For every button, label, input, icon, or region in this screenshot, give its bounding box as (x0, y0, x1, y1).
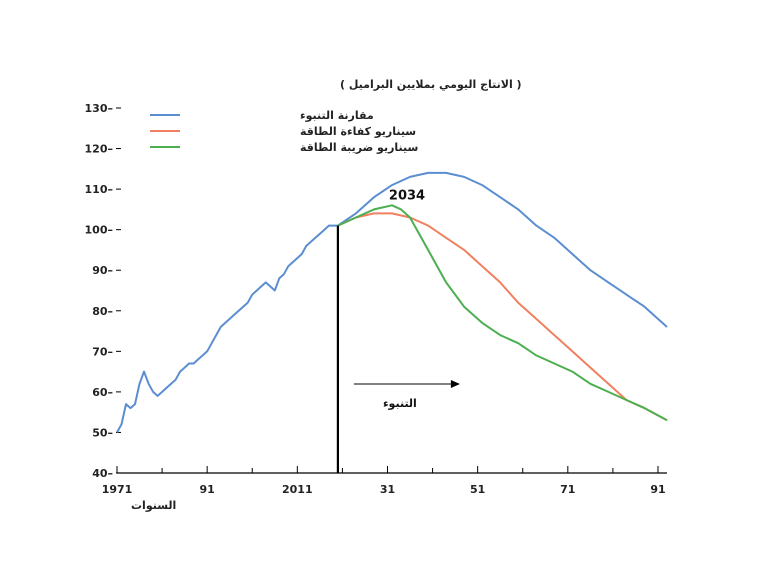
y-tick-label: 70– (92, 345, 113, 358)
y-tick-label: 60– (92, 386, 113, 399)
legend: مقارنة التنبوء سيناريو كفاءة الطاقة سيناري… (150, 109, 418, 154)
y-tick-label: 40– (92, 467, 113, 480)
legend-entry-1: مقارنة التنبوء (300, 109, 374, 122)
x-tick-label: 91 (200, 483, 215, 496)
y-tick-label: 110– (85, 183, 113, 196)
axes: 40– 50– 60– 70– 80– 90– 100– 110– 120– 130– 1971 91… (85, 102, 667, 496)
y-tick-label: 130– (85, 102, 113, 115)
x-tick-label: 1971 (102, 483, 133, 496)
forecast-label: التنبوء (383, 397, 417, 410)
series-line-1 (116, 171, 668, 433)
y-tick-label: 80– (92, 305, 113, 318)
y-tick-label: 50– (92, 426, 113, 439)
x-tick-label: 31 (380, 483, 395, 496)
legend-entry-3: سيناريو ضريبة الطاقة (300, 141, 418, 154)
series-layer (116, 171, 668, 433)
forecast-arrow-head (450, 380, 460, 388)
x-tick-label: 2011 (282, 483, 313, 496)
y-tick-label: 100– (85, 224, 113, 237)
legend-entry-2: سيناريو كفاءة الطاقة (300, 125, 416, 138)
series-line-3 (337, 204, 668, 422)
x-tick-label: 91 (650, 483, 665, 496)
x-tick-label: 51 (470, 483, 485, 496)
y-tick-label: 120– (85, 143, 113, 156)
y-axis-label: ( الانتاج اليومي بملايين البراميل ) (340, 78, 522, 92)
annotations: 2034 التنبوء (336, 188, 460, 473)
peak-year-label: 2034 (389, 188, 425, 203)
x-tick-label: 71 (560, 483, 575, 496)
x-axis-label: السنوات (131, 499, 176, 512)
series-line-2 (337, 212, 668, 422)
y-tick-label: 90– (92, 264, 113, 277)
